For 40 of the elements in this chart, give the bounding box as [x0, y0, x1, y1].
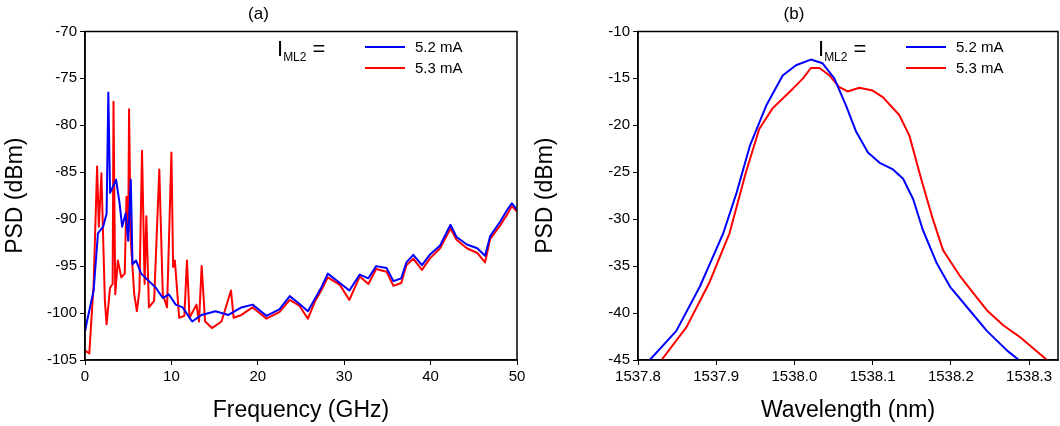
- x-tick-label: 1538.0: [771, 367, 818, 385]
- y-tick-label: -25: [608, 162, 630, 180]
- chart-title: (b): [783, 3, 805, 23]
- y-tick-label: -95: [55, 256, 77, 274]
- y-tick-label: -90: [55, 209, 77, 227]
- y-tick-label: -80: [55, 115, 77, 133]
- chart-title: (a): [248, 3, 269, 23]
- y-tick-label: -100: [46, 303, 77, 321]
- x-tick-label: 40: [422, 367, 439, 385]
- y-tick-label: -75: [55, 68, 77, 86]
- legend-title: I$_{ML2}$ =: [277, 36, 326, 65]
- y-tick-label: -10: [608, 21, 630, 39]
- legend-label: 5.2 mA: [415, 38, 463, 55]
- y-tick-label: -40: [608, 303, 630, 321]
- x-tick-label: 30: [335, 367, 353, 385]
- x-axis-title: Frequency (GHz): [212, 395, 390, 422]
- x-tick-label: 1537.9: [693, 367, 740, 385]
- x-tick-label: 1538.2: [927, 367, 974, 385]
- x-tick-label: 0: [80, 367, 90, 385]
- x-tick-label: 1538.3: [1006, 367, 1053, 385]
- y-tick-label: -70: [55, 21, 77, 39]
- legend-title: I$_{ML2}$ =: [818, 36, 867, 65]
- x-tick-label: 1538.1: [849, 367, 896, 385]
- y-axis-title: PSD (dBm): [531, 137, 558, 254]
- y-tick-label: -105: [46, 350, 77, 368]
- legend-label: 5.2 mA: [956, 38, 1004, 55]
- x-tick-label: 10: [163, 367, 180, 385]
- y-axis-title: PSD (dBm): [1, 137, 28, 254]
- x-axis-title: Wavelength (nm): [760, 395, 936, 422]
- x-tick-label: 50: [508, 367, 526, 385]
- y-tick-label: -15: [608, 68, 630, 86]
- y-tick-label: -35: [608, 256, 630, 274]
- legend-label: 5.3 mA: [415, 59, 463, 76]
- legend-label: 5.3 mA: [956, 59, 1004, 76]
- y-tick-label: -30: [608, 209, 630, 227]
- y-tick-label: -20: [608, 115, 630, 133]
- y-tick-label: -45: [608, 350, 630, 368]
- x-tick-label: 20: [249, 367, 267, 385]
- x-tick-label: 1537.8: [615, 367, 661, 385]
- y-tick-label: -85: [55, 162, 77, 180]
